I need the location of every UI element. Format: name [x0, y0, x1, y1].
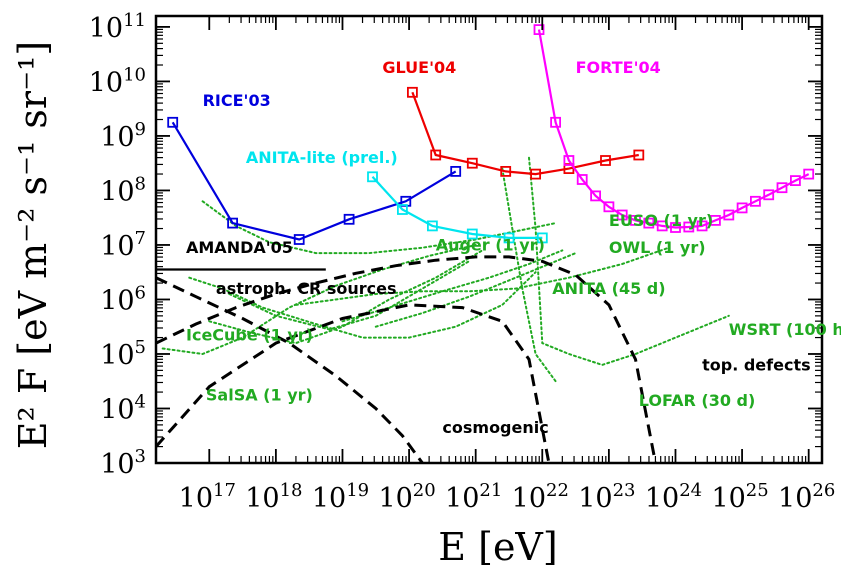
data-point-forte-04: [763, 189, 775, 201]
x-axis-title: E [eV]: [438, 525, 557, 569]
data-point-forte-04: [533, 24, 545, 36]
label-owl-1-yr: OWL (1 yr): [609, 238, 706, 257]
x-tick-label: 1023: [578, 480, 635, 514]
label-salsa-1-yr: SalSA (1 yr): [206, 385, 313, 404]
y-tick-label: 105: [100, 337, 146, 371]
y-tick-label: 107: [100, 228, 146, 262]
curves-layer: [156, 24, 815, 463]
data-point-anita-lite-prel: [396, 204, 408, 215]
sensitivity-curve-extra-9: [228, 260, 470, 331]
label-icecube-1-yr: IceCube (1 yr): [186, 325, 313, 344]
series-line-astroph-cr-sources: [156, 255, 657, 463]
label-forte-04: FORTE'04: [576, 58, 661, 77]
data-point-glue-04: [466, 157, 478, 169]
label-glue-04: GLUE'04: [382, 58, 456, 77]
data-point-rice-03: [450, 165, 462, 177]
x-tick-label: 1025: [711, 480, 768, 514]
data-point-forte-04: [590, 190, 601, 202]
label-rice-03: RICE'03: [203, 91, 271, 110]
data-point-forte-04: [790, 175, 801, 187]
x-tick-label: 1026: [778, 480, 835, 514]
y-tick-label: 1010: [89, 64, 146, 98]
label-amanda-05: AMANDA'05: [186, 238, 293, 257]
y-axis-title: E² F [eV m⁻² s⁻¹ sr⁻¹]: [11, 41, 55, 449]
series-line-glue-04: [411, 91, 639, 176]
y-tick-label: 103: [100, 446, 146, 480]
data-point-forte-04: [656, 220, 668, 232]
label-wsrt-100-h: WSRT (100 h): [729, 320, 841, 339]
data-point-forte-04: [576, 174, 588, 185]
data-point-forte-04: [643, 217, 655, 229]
label-euso-1-yr: EUSO (1 yr): [609, 211, 713, 230]
x-tick-label: 1018: [245, 480, 302, 514]
y-tick-label: 108: [100, 173, 146, 207]
series-line-rice-03: [171, 121, 457, 241]
data-point-forte-04: [696, 220, 708, 232]
label-auger-1-yr: Auger (1 yr): [436, 235, 545, 254]
series-line-anita-lite-prel: [371, 176, 543, 239]
y-tick-label: 109: [100, 119, 146, 153]
plot-frame: [154, 14, 824, 465]
data-point-forte-04: [670, 222, 681, 233]
x-tick-label: 1024: [645, 480, 702, 514]
sensitivity-curve-extra-8: [208, 249, 484, 345]
data-point-forte-04: [563, 155, 575, 166]
data-point-forte-04: [750, 195, 761, 207]
label-cosmogenic: cosmogenic: [442, 418, 548, 437]
label-anita-lite-prel: ANITA-lite (prel.): [246, 148, 398, 167]
data-point-anita-lite-prel: [536, 232, 548, 244]
x-tick-label: 1022: [512, 480, 569, 514]
series-labels-layer: RICE'03 GLUE'04 FORTE'04 ANITA-lite (prel.)…: [186, 58, 841, 437]
data-point-anita-lite-prel: [466, 228, 478, 240]
data-point-rice-03: [293, 234, 305, 245]
data-point-glue-04: [430, 149, 442, 161]
label-astroph-cr-sources: astroph. CR sources: [216, 279, 397, 298]
plot-border: [154, 14, 824, 465]
sensitivity-curve-lofar-30-d: [501, 167, 557, 383]
data-point-forte-04: [803, 168, 815, 180]
x-tick-label: 1020: [378, 480, 435, 514]
ticks-layer: 1017 1018 1019 1020 1021 1022 1023 1024 1025 1026…: [89, 10, 836, 514]
data-point-glue-04: [633, 149, 645, 161]
data-point-forte-04: [603, 201, 615, 213]
sensitivity-curve-icecube-1-yr: [188, 271, 537, 339]
label-top-defects: top. defects: [702, 355, 811, 374]
data-point-rice-03: [227, 217, 239, 229]
data-point-glue-04: [500, 165, 512, 177]
data-point-forte-04: [630, 214, 641, 226]
data-point-forte-04: [710, 214, 721, 226]
label-lofar-30-d: LOFAR (30 d): [639, 391, 756, 410]
data-point-glue-04: [600, 155, 611, 166]
sensitivity-curve-auger-1-yr: [201, 200, 557, 255]
data-point-glue-04: [406, 86, 418, 98]
x-tick-label: 1021: [445, 480, 502, 514]
sensitivity-curve-wsrt-100-h: [528, 156, 730, 366]
data-point-forte-04: [616, 209, 628, 221]
x-tick-label: 1017: [179, 480, 236, 514]
data-point-anita-lite-prel: [367, 171, 378, 183]
data-point-forte-04: [776, 182, 788, 194]
y-tick-label: 106: [100, 282, 146, 316]
data-point-rice-03: [343, 213, 355, 225]
x-tick-label: 1019: [312, 480, 369, 514]
data-point-forte-04: [736, 202, 748, 214]
data-point-forte-04: [683, 221, 695, 233]
y-tick-label: 1011: [89, 10, 146, 44]
series-line-top-defects: [156, 303, 551, 463]
data-point-anita-lite-prel: [426, 220, 438, 232]
data-point-forte-04: [723, 209, 735, 221]
label-anita-45-d: ANITA (45 d): [552, 279, 665, 298]
sensitivity-curve-anita-45-d: [294, 246, 670, 306]
sensitivity-curve-salsa-1-yr: [161, 244, 477, 356]
data-point-anita-lite-prel: [503, 232, 515, 244]
data-point-glue-04: [530, 168, 541, 180]
data-point-rice-03: [167, 116, 179, 128]
data-point-forte-04: [550, 116, 561, 128]
series-line-cosmogenic: [156, 276, 424, 463]
sensitivity-curve-owl-1-yr: [374, 252, 577, 328]
y-tick-label: 104: [100, 391, 146, 425]
